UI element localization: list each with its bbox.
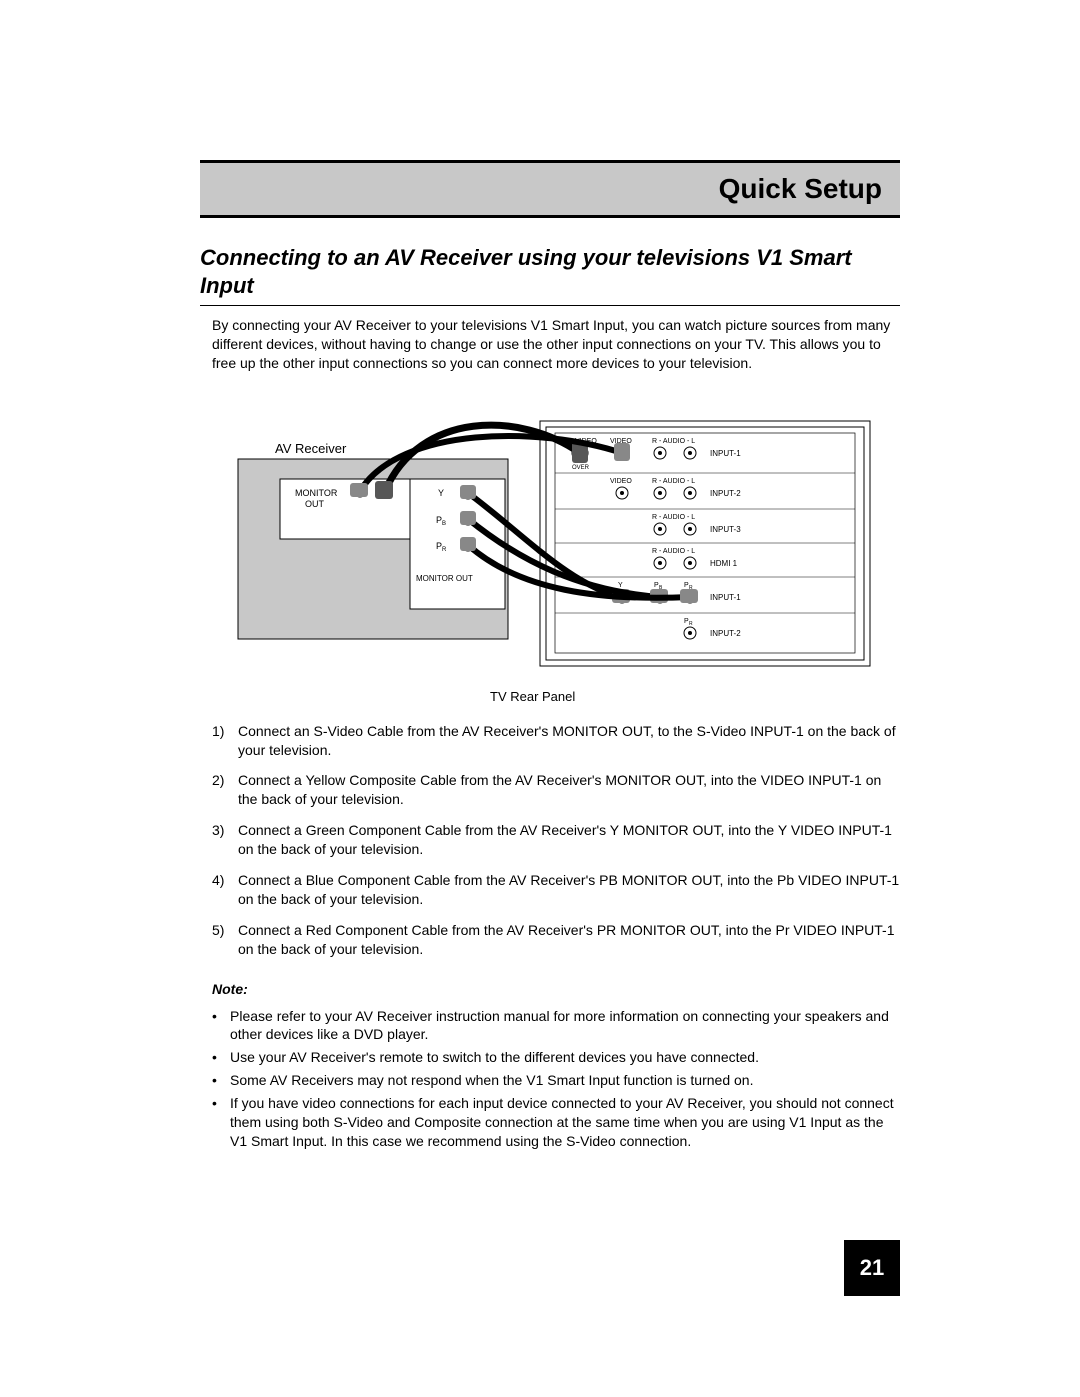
note-heading: Note: <box>212 981 900 997</box>
svg-text:R - AUDIO - L: R - AUDIO - L <box>652 478 695 485</box>
svg-text:INPUT-3: INPUT-3 <box>710 525 741 534</box>
step-number: 4) <box>212 871 238 909</box>
bullet-text: Some AV Receivers may not respond when t… <box>230 1071 900 1090</box>
svg-text:INPUT-1: INPUT-1 <box>710 449 741 458</box>
bullet-text: Please refer to your AV Receiver instruc… <box>230 1007 900 1045</box>
connection-diagram: AV Receiver MONITOR OUT Y PB PR MONITOR … <box>220 391 880 681</box>
bullet-item: •Please refer to your AV Receiver instru… <box>212 1007 900 1045</box>
step-text: Connect a Red Component Cable from the A… <box>238 921 900 959</box>
svg-text:INPUT-2: INPUT-2 <box>710 629 741 638</box>
svg-text:OVER: OVER <box>572 465 590 471</box>
manual-page: Quick Setup Connecting to an AV Receiver… <box>200 160 900 1155</box>
svg-text:Y: Y <box>618 582 623 589</box>
step-item: 1)Connect an S-Video Cable from the AV R… <box>212 722 900 760</box>
step-item: 4)Connect a Blue Component Cable from th… <box>212 871 900 909</box>
step-item: 2)Connect a Yellow Composite Cable from … <box>212 771 900 809</box>
bullet-item: •Some AV Receivers may not respond when … <box>212 1071 900 1090</box>
svg-text:MONITOR OUT: MONITOR OUT <box>416 574 473 583</box>
page-number: 21 <box>844 1240 900 1296</box>
bullet-text: Use your AV Receiver's remote to switch … <box>230 1048 900 1067</box>
svg-text:R - AUDIO - L: R - AUDIO - L <box>652 514 695 521</box>
section-header-bar: Quick Setup <box>200 160 900 218</box>
svg-text:INPUT-1: INPUT-1 <box>710 593 741 602</box>
svg-text:R: R <box>442 547 447 553</box>
svg-text:OUT: OUT <box>305 499 325 509</box>
svg-text:INPUT-2: INPUT-2 <box>710 489 741 498</box>
step-item: 5)Connect a Red Component Cable from the… <box>212 921 900 959</box>
bullet-dot: • <box>212 1048 230 1067</box>
step-text: Connect an S-Video Cable from the AV Rec… <box>238 722 900 760</box>
note-bullets: •Please refer to your AV Receiver instru… <box>212 1007 900 1151</box>
svg-text:HDMI 1: HDMI 1 <box>710 559 738 568</box>
tv-rear-panel-caption: TV Rear Panel <box>490 689 900 704</box>
steps-list: 1)Connect an S-Video Cable from the AV R… <box>212 722 900 959</box>
svg-text:VIDEO: VIDEO <box>610 478 632 485</box>
bullet-item: •Use your AV Receiver's remote to switch… <box>212 1048 900 1067</box>
bullet-dot: • <box>212 1007 230 1045</box>
svg-text:R - AUDIO - L: R - AUDIO - L <box>652 548 695 555</box>
step-text: Connect a Green Component Cable from the… <box>238 821 900 859</box>
step-number: 3) <box>212 821 238 859</box>
bullet-dot: • <box>212 1094 230 1151</box>
bullet-item: •If you have video connections for each … <box>212 1094 900 1151</box>
step-text: Connect a Yellow Composite Cable from th… <box>238 771 900 809</box>
step-item: 3)Connect a Green Component Cable from t… <box>212 821 900 859</box>
svg-text:Y: Y <box>438 488 444 498</box>
bullet-text: If you have video connections for each i… <box>230 1094 900 1151</box>
intro-paragraph: By connecting your AV Receiver to your t… <box>212 316 900 373</box>
step-number: 5) <box>212 921 238 959</box>
svg-text:MONITOR: MONITOR <box>295 488 338 498</box>
section-header-title: Quick Setup <box>719 173 882 205</box>
svg-text:R - AUDIO - L: R - AUDIO - L <box>652 438 695 445</box>
svg-text:R: R <box>689 621 693 627</box>
svg-text:B: B <box>442 521 446 527</box>
step-text: Connect a Blue Component Cable from the … <box>238 871 900 909</box>
section-title: Connecting to an AV Receiver using your … <box>200 244 900 306</box>
bullet-dot: • <box>212 1071 230 1090</box>
step-number: 2) <box>212 771 238 809</box>
av-receiver-label: AV Receiver <box>275 441 347 456</box>
step-number: 1) <box>212 722 238 760</box>
